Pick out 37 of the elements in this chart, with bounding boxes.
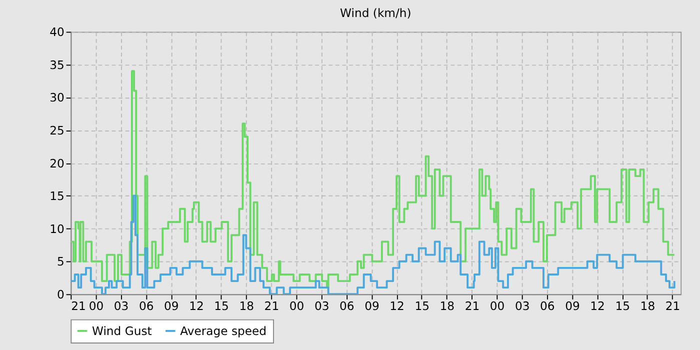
chart-title: Wind (km/h) bbox=[340, 6, 412, 20]
legend-label: Wind Gust bbox=[92, 324, 152, 338]
x-tick-label: 06 bbox=[540, 299, 555, 314]
x-tick-label: 09 bbox=[364, 299, 380, 314]
x-tick-label: 15 bbox=[214, 299, 229, 314]
x-tick-label: 06 bbox=[138, 299, 154, 314]
legend-label: Average speed bbox=[180, 324, 267, 338]
y-tick-label: 15 bbox=[50, 189, 64, 204]
x-tick-label: 18 bbox=[239, 299, 254, 314]
y-tick-label: 25 bbox=[50, 124, 64, 138]
y-tick-label: 0 bbox=[56, 288, 64, 302]
x-tick-label: 21 bbox=[264, 299, 280, 314]
x-tick-label: 03 bbox=[514, 299, 530, 314]
y-tick-label: 30 bbox=[50, 90, 64, 105]
x-tick-label: 21 bbox=[464, 299, 480, 314]
y-tick-label: 40 bbox=[50, 25, 64, 40]
y-tick-label: 20 bbox=[50, 156, 64, 170]
x-tick-label: 15 bbox=[615, 299, 630, 314]
x-tick-label: 00 bbox=[490, 299, 505, 314]
x-tick-label: 12 bbox=[189, 299, 204, 314]
y-tick-label: 5 bbox=[56, 254, 64, 269]
y-tick-label: 10 bbox=[50, 222, 64, 236]
x-tick-label: 21 bbox=[665, 299, 680, 314]
x-tick-label: 00 bbox=[88, 299, 104, 314]
x-tick-label: 21 bbox=[71, 299, 86, 314]
x-tick-label: 12 bbox=[590, 299, 605, 314]
x-tick-label: 09 bbox=[565, 299, 580, 314]
x-tick-label: 18 bbox=[640, 299, 656, 314]
x-tick-label: 09 bbox=[164, 299, 179, 314]
x-tick-label: 03 bbox=[114, 299, 129, 314]
y-tick-label: 35 bbox=[50, 58, 64, 72]
x-tick-label: 12 bbox=[390, 299, 404, 314]
x-tick-label: 03 bbox=[314, 299, 330, 314]
x-tick-label: 18 bbox=[440, 299, 455, 314]
x-tick-label: 00 bbox=[289, 299, 304, 314]
x-tick-label: 06 bbox=[340, 299, 354, 314]
x-tick-label: 15 bbox=[414, 299, 430, 314]
